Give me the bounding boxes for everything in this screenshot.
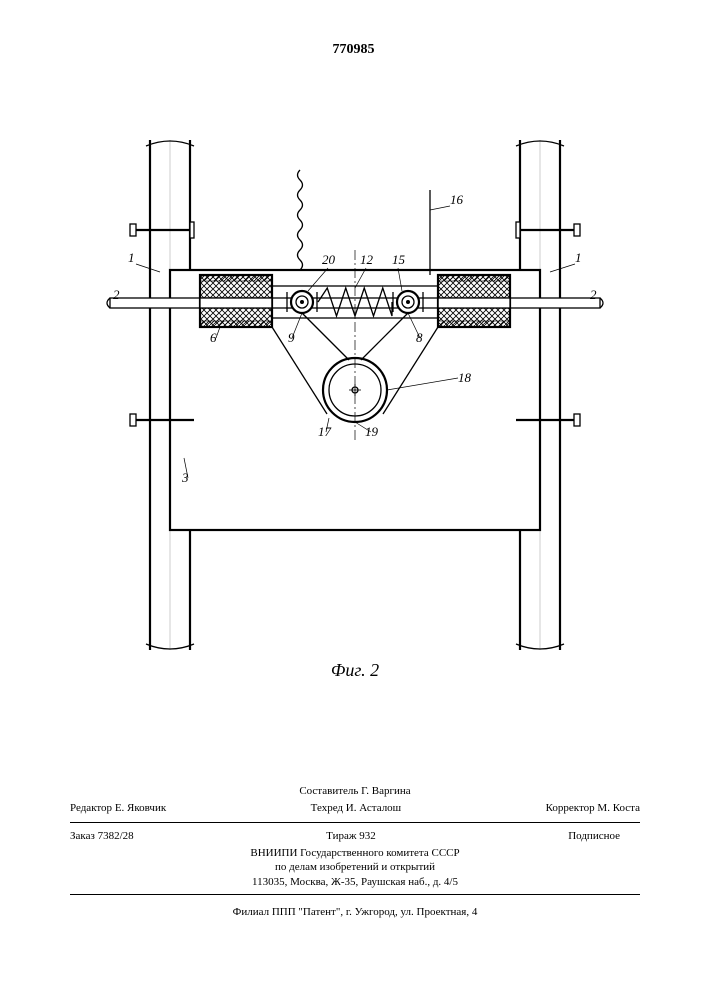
corrector-name: М. Коста xyxy=(597,802,640,814)
callout-16: 16 xyxy=(450,192,463,208)
callout-2: 2 xyxy=(590,287,597,303)
print-run-cell: Тираж 932 xyxy=(326,829,376,844)
print-row: Заказ 7382/28 Тираж 932 Подписное xyxy=(70,827,640,846)
technical-drawing xyxy=(60,100,650,650)
callout-15: 15 xyxy=(392,252,405,268)
techred-cell: Техред И. Асталош xyxy=(311,801,402,816)
order-cell: Заказ 7382/28 xyxy=(70,829,134,844)
editor-name: Е. Яковчик xyxy=(115,802,166,814)
editor-cell: Редактор Е. Яковчик xyxy=(70,801,166,816)
corrector-label: Корректор xyxy=(546,802,595,814)
page: 770985 Фиг. 2 3689121516171819201122 Сос… xyxy=(0,0,707,1000)
callout-17: 17 xyxy=(318,424,331,440)
callout-2: 2 xyxy=(113,287,120,303)
callout-6: 6 xyxy=(210,330,217,346)
compiler-label: Составитель xyxy=(299,785,358,797)
org-line-1: ВНИИПИ Государственного комитета СССР xyxy=(70,846,640,861)
subscription: Подписное xyxy=(568,829,620,844)
callout-12: 12 xyxy=(360,252,373,268)
techred-name: И. Асталош xyxy=(346,802,401,814)
callout-18: 18 xyxy=(458,370,471,386)
order-value: 7382/28 xyxy=(98,830,134,842)
compiler-name: Г. Варгина xyxy=(361,785,411,797)
org-line-2: по делам изобретений и открытий xyxy=(70,860,640,875)
print-run-label: Тираж xyxy=(326,830,356,842)
order-label: Заказ xyxy=(70,830,95,842)
callout-3: 3 xyxy=(182,470,189,486)
callout-1: 1 xyxy=(128,250,135,266)
editor-label: Редактор xyxy=(70,802,112,814)
callout-8: 8 xyxy=(416,330,423,346)
callout-20: 20 xyxy=(322,252,335,268)
figure-area: Фиг. 2 3689121516171819201122 xyxy=(60,100,650,650)
patent-number: 770985 xyxy=(0,42,707,58)
divider xyxy=(70,894,640,895)
corrector-cell: Корректор М. Коста xyxy=(546,801,640,816)
org-address: 113035, Москва, Ж-35, Раушская наб., д. … xyxy=(70,875,640,890)
credits-row: Редактор Е. Яковчик Техред И. Асталош Ко… xyxy=(70,799,640,818)
figure-caption: Фиг. 2 xyxy=(60,660,650,681)
compiler-line: Составитель Г. Варгина xyxy=(70,784,640,799)
techred-label: Техред xyxy=(311,802,343,814)
callout-19: 19 xyxy=(365,424,378,440)
colophon-block: Составитель Г. Варгина Редактор Е. Яковч… xyxy=(70,784,640,920)
branch-line: Филиал ППП "Патент", г. Ужгород, ул. Про… xyxy=(70,899,640,920)
callout-9: 9 xyxy=(288,330,295,346)
callout-1: 1 xyxy=(575,250,582,266)
print-run-value: 932 xyxy=(359,830,376,842)
divider xyxy=(70,822,640,823)
